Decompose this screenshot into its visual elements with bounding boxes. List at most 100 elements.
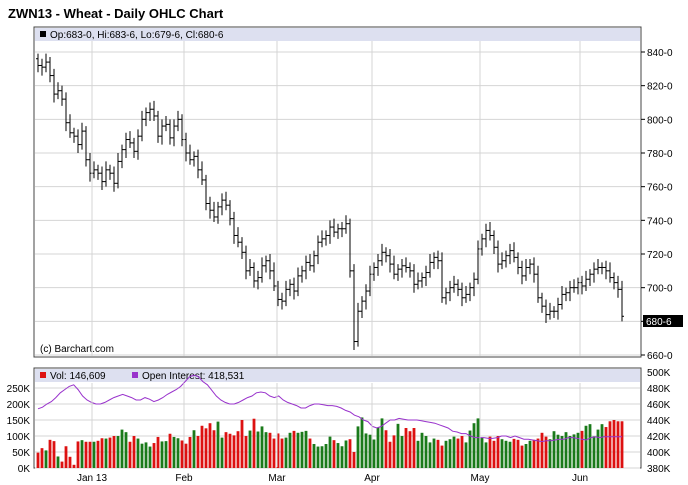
volume-bar xyxy=(188,436,192,468)
ohlc-bar xyxy=(48,57,52,83)
volume-bar xyxy=(448,439,452,468)
ohlc-bar xyxy=(288,279,292,297)
ohlc-bar xyxy=(328,220,332,244)
volume-bar xyxy=(128,441,132,468)
ohlc-bar xyxy=(600,262,604,275)
ohlc-bar xyxy=(496,240,500,273)
ohlc-bar xyxy=(72,127,76,143)
ohlc-bar xyxy=(352,264,356,350)
ohlc-bar xyxy=(292,277,296,300)
volume-bar xyxy=(616,421,620,468)
volume-tick-label: 100K xyxy=(7,432,31,443)
volume-bar xyxy=(416,440,420,468)
volume-bar xyxy=(216,421,220,468)
ohlc-bar xyxy=(212,201,216,223)
date-tick-label: Jun xyxy=(572,473,588,484)
volume-bar xyxy=(164,441,168,468)
price-axis: 660-0680-0700-0720-0740-0760-0780-0800-0… xyxy=(641,48,673,362)
ohlc-bar xyxy=(296,267,300,297)
ohlc-bar xyxy=(104,161,108,187)
ohlc-bar xyxy=(340,222,344,238)
ohlc-bar xyxy=(236,227,240,248)
volume-bar xyxy=(256,431,260,468)
open-interest-polyline xyxy=(37,374,622,443)
volume-bar xyxy=(472,423,476,468)
volume-bar xyxy=(268,432,272,468)
volume-bar xyxy=(576,432,580,468)
ohlc-bar xyxy=(396,264,400,281)
ohlc-bar xyxy=(312,250,316,273)
ohlc-bar xyxy=(604,260,608,280)
volume-bar xyxy=(108,437,112,468)
volume-bar xyxy=(420,432,424,468)
volume-bar xyxy=(536,438,540,468)
page-title: ZWN13 - Wheat - Daily OHLC Chart xyxy=(8,6,224,21)
ohlc-legend-swatch xyxy=(40,31,46,37)
volume-bar xyxy=(588,424,592,468)
volume-bar xyxy=(468,430,472,468)
ohlc-bar xyxy=(456,279,460,297)
ohlc-legend: Op:683-0, Hi:683-6, Lo:679-6, Cl:680-6 xyxy=(50,30,224,41)
volume-bar xyxy=(192,430,196,468)
volume-tick-label: 200K xyxy=(7,400,31,411)
ohlc-bar xyxy=(152,100,156,122)
volume-bar xyxy=(152,443,156,468)
ohlc-bar xyxy=(164,115,168,132)
price-tick-label: 700-0 xyxy=(647,284,673,295)
ohlc-bar xyxy=(560,285,564,310)
ohlc-bar xyxy=(84,126,88,167)
ohlc-bar xyxy=(588,269,592,286)
oi-legend: Open Interest: 418,531 xyxy=(142,371,245,382)
volume-bar xyxy=(308,438,312,468)
ohlc-bar xyxy=(344,215,348,234)
price-tick-label: 820-0 xyxy=(647,82,673,93)
price-tick-label: 800-0 xyxy=(647,115,673,126)
ohlc-bar xyxy=(80,122,84,150)
ohlc-bar xyxy=(444,287,448,305)
ohlc-bar xyxy=(400,259,404,278)
volume-bar xyxy=(436,439,440,468)
ohlc-bar xyxy=(240,237,244,260)
volume-bar xyxy=(116,436,120,468)
volume-bar xyxy=(124,432,128,468)
ohlc-bar xyxy=(36,53,40,73)
volume-bar xyxy=(248,430,252,468)
oi-tick-label: 480K xyxy=(647,384,671,395)
volume-bar xyxy=(104,438,108,468)
volume-bar xyxy=(80,440,84,468)
ohlc-bar xyxy=(596,259,600,275)
ohlc-bar xyxy=(524,259,528,281)
volume-bar xyxy=(464,442,468,468)
ohlc-bar xyxy=(136,129,140,160)
volume-bar xyxy=(208,423,212,468)
ohlc-bar xyxy=(608,262,612,283)
ohlc-bar xyxy=(44,53,48,73)
volume-bar xyxy=(492,440,496,468)
ohlc-bar xyxy=(432,252,436,270)
ohlc-bar xyxy=(556,297,560,320)
ohlc-bar xyxy=(364,284,368,310)
volume-bar xyxy=(600,424,604,468)
volume-bar xyxy=(428,442,432,468)
ohlc-bar xyxy=(64,92,68,132)
volume-bar xyxy=(288,432,292,468)
volume-bar xyxy=(484,442,488,468)
volume-bar xyxy=(148,446,152,468)
volume-bar xyxy=(552,431,556,468)
volume-bar xyxy=(540,432,544,468)
copyright: (c) Barchart.com xyxy=(40,344,114,355)
ohlc-bar xyxy=(116,153,120,189)
volume-bar xyxy=(444,440,448,468)
ohlc-bar xyxy=(520,260,524,285)
ohlc-bar xyxy=(60,85,64,106)
volume-bar xyxy=(40,448,44,468)
volume-bar xyxy=(272,438,276,468)
volume-bar xyxy=(344,440,348,468)
volume-bar xyxy=(136,438,140,468)
ohlc-bar xyxy=(620,280,624,322)
ohlc-bar xyxy=(592,262,596,283)
volume-bar xyxy=(340,446,344,468)
volume-bar xyxy=(336,443,340,468)
date-tick-label: Mar xyxy=(268,473,286,484)
volume-bar xyxy=(200,425,204,468)
